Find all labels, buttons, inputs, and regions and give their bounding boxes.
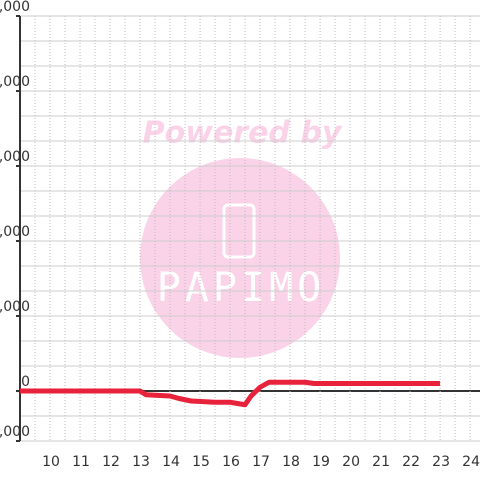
- x-tick-label: 18: [282, 454, 300, 470]
- watermark-text: Powered by: [143, 116, 343, 151]
- x-tick-label: 11: [72, 454, 90, 470]
- y-tick-label: -20,000: [0, 424, 30, 440]
- x-tick-label: 19: [312, 454, 330, 470]
- x-tick-label: 12: [102, 454, 120, 470]
- x-tick-label: 17: [252, 454, 270, 470]
- x-tick-label: 23: [432, 454, 450, 470]
- x-tick-label: 24: [462, 454, 480, 470]
- line: [20, 379, 441, 408]
- y-tick-label: 30,000: [0, 299, 30, 315]
- x-tick-label: 14: [162, 454, 180, 470]
- y-tick-label: 90,000: [0, 149, 30, 165]
- x-tick-label: 20: [342, 454, 360, 470]
- y-tick-label: 60,000: [0, 224, 30, 240]
- x-tick-label: 16: [222, 454, 240, 470]
- plot: -20,000 0 30,000 60,000 90,000 120,000 150,000…: [0, 0, 480, 470]
- y-tick-label: 120,000: [0, 74, 30, 90]
- x-tick-label: 21: [372, 454, 390, 470]
- y-tick-label: 0: [21, 374, 30, 390]
- x-tick-label: 10: [42, 454, 60, 470]
- grid: [20, 15, 480, 442]
- y-tick-label: 150,000: [0, 0, 30, 15]
- x-tick-label: 22: [402, 454, 420, 470]
- x-tick-label: 13: [132, 454, 150, 470]
- x-tick-label: 15: [192, 454, 210, 470]
- watermark-icon: [222, 203, 256, 259]
- watermark-text: PAPIMO: [157, 265, 326, 311]
